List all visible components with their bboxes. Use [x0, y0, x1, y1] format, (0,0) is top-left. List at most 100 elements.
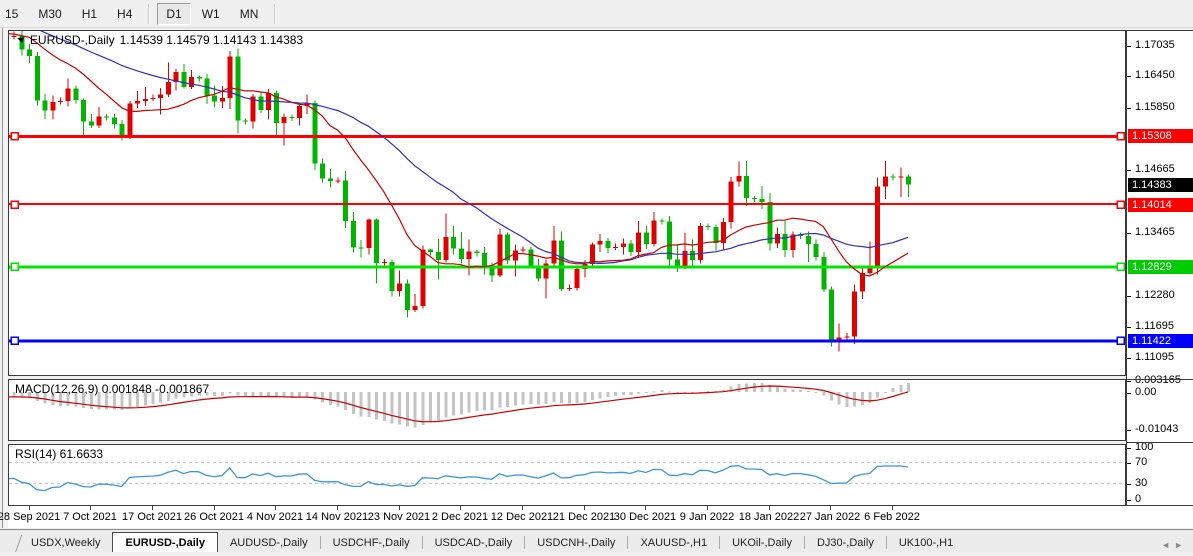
- macd-histogram-bar: [452, 392, 456, 416]
- macd-histogram-bar: [136, 392, 140, 407]
- macd-histogram-bar: [74, 392, 78, 407]
- macd-histogram-bar: [413, 392, 417, 428]
- axis-panel-separator: [1127, 442, 1193, 443]
- date-label: 4 Nov 2021: [246, 511, 304, 523]
- line-handle[interactable]: [10, 336, 19, 346]
- chart-tab-xauusd-h1[interactable]: XAUUSD-,H1: [640, 537, 708, 549]
- macd-histogram-bar: [205, 392, 209, 396]
- date-label: 7 Oct 2021: [63, 511, 117, 523]
- chart-tab-usdcnh-daily[interactable]: USDCNH-,Daily: [537, 537, 616, 549]
- line-handle[interactable]: [1116, 200, 1125, 209]
- chart-tab-usdx-weekly[interactable]: USDX,Weekly: [31, 537, 101, 549]
- tab-separator: [319, 536, 321, 549]
- macd-histogram-bar: [58, 392, 62, 407]
- macd-histogram-bar: [590, 392, 594, 401]
- chart-tab-uk100-h1[interactable]: UK100-,H1: [898, 537, 954, 549]
- price-tick: [1127, 170, 1131, 171]
- macd-axis-label: 0.00: [1135, 386, 1157, 398]
- timeframe-button-d1[interactable]: D1: [157, 2, 191, 25]
- macd-histogram-bar: [220, 392, 224, 396]
- price-axis[interactable]: 1.17035 1.16450 1.15850 1.14665 1.13465 1.122…: [1126, 30, 1193, 507]
- macd-histogram-bar: [20, 392, 24, 398]
- macd-chart[interactable]: [9, 380, 1125, 440]
- price-badge-1.12829: 1.12829: [1128, 260, 1193, 274]
- timeframe-toolbar: 15 M30 H1 H4 D1 W1 MN: [0, 0, 1193, 28]
- rsi-axis-tick: [1127, 448, 1131, 449]
- timeframe-button-mn[interactable]: MN: [239, 6, 259, 21]
- macd-label: MACD(12,26,9) 0.001848 -0.001867: [15, 382, 210, 396]
- price-chart-panel[interactable]: ◄ EURUSD-,Daily 1.14539 1.14579 1.14143 …: [8, 30, 1126, 376]
- macd-histogram-bar: [305, 392, 309, 397]
- tab-separator: [803, 536, 805, 549]
- line-handle[interactable]: [1116, 336, 1125, 346]
- macd-histogram-bar: [529, 392, 533, 405]
- chart-ohlc-values: 1.14539 1.14579 1.14143 1.14383: [119, 33, 304, 47]
- macd-axis-label: -0.01043: [1135, 423, 1179, 435]
- candlestick-chart[interactable]: [9, 31, 1125, 375]
- date-label: 27 Jan 2022: [799, 511, 861, 523]
- macd-histogram-bar: [290, 392, 294, 398]
- timeframe-button-m30[interactable]: M30: [38, 6, 62, 21]
- line-handle[interactable]: [1116, 132, 1125, 141]
- timeframe-button-15[interactable]: 15: [5, 6, 19, 21]
- line-handle[interactable]: [10, 200, 19, 209]
- chart-tab-usdcad-daily[interactable]: USDCAD-,Daily: [434, 537, 513, 549]
- date-axis[interactable]: 28 Sep 2021 7 Oct 2021 17 Oct 2021 26 Oct 2…: [0, 506, 1193, 528]
- macd-histogram-bar: [97, 392, 101, 410]
- macd-histogram-bar: [521, 392, 525, 405]
- date-tick: [584, 506, 585, 510]
- chart-title: ◄ EURUSD-,Daily 1.14539 1.14579 1.14143 …: [14, 33, 304, 47]
- chart-tab-dj30-daily[interactable]: DJ30-,Daily: [816, 537, 874, 549]
- date-label: 21 Dec 2021: [552, 511, 616, 523]
- macd-histogram-bar: [660, 390, 664, 392]
- macd-axis-tick: [1127, 393, 1131, 394]
- chart-tab-bar: USDX,Weekly EURUSD-,Daily AUDUSD-,Daily USD…: [0, 529, 1193, 553]
- chart-tab-eurusd-daily[interactable]: EURUSD-,Daily: [112, 532, 218, 553]
- tab-separator: [885, 536, 887, 549]
- date-label: 18 Jan 2022: [738, 511, 800, 523]
- price-tick-label: 1.16450: [1135, 69, 1175, 81]
- date-label: 17 Oct 2021: [122, 511, 182, 523]
- macd-histogram-bar: [737, 384, 741, 392]
- macd-histogram-bar: [429, 392, 433, 423]
- date-tick: [152, 506, 153, 510]
- horizontal-line-1.12829[interactable]: [9, 265, 1125, 269]
- tab-scroll-right-icon[interactable]: ►: [1174, 540, 1187, 550]
- chart-tab-usdchf-daily[interactable]: USDCHF-,Daily: [332, 537, 410, 549]
- tab-scroll-left-icon[interactable]: ◄: [1161, 540, 1175, 550]
- line-handle[interactable]: [10, 262, 19, 272]
- horizontal-line-1.14014[interactable]: [9, 203, 1125, 205]
- macd-histogram-bar: [899, 384, 903, 392]
- macd-histogram-bar: [143, 392, 147, 406]
- macd-histogram-bar: [367, 392, 371, 418]
- timeframe-button-h1[interactable]: H1: [81, 6, 98, 21]
- horizontal-line-1.11422[interactable]: [9, 339, 1125, 343]
- price-tick-label: 1.14665: [1135, 163, 1175, 175]
- macd-histogram-bar: [112, 392, 116, 410]
- rsi-indicator-panel[interactable]: RSI(14) 61.6633: [8, 444, 1126, 506]
- macd-indicator-panel[interactable]: MACD(12,26,9) 0.001848 -0.001867: [8, 379, 1126, 441]
- line-handle[interactable]: [10, 132, 19, 141]
- macd-histogram-bar: [190, 392, 194, 397]
- panel-splitter-vertical[interactable]: [2, 28, 6, 528]
- date-tick: [29, 506, 30, 510]
- price-tick: [1127, 233, 1131, 234]
- rsi-axis-label: 30: [1135, 477, 1148, 489]
- macd-histogram-bar: [845, 392, 849, 408]
- horizontal-line-1.15308[interactable]: [9, 134, 1125, 138]
- rsi-chart[interactable]: [9, 445, 1125, 505]
- macd-histogram-bar: [513, 392, 517, 406]
- date-tick: [214, 506, 215, 510]
- macd-histogram-bar: [444, 392, 448, 418]
- timeframe-button-w1[interactable]: W1: [201, 6, 220, 21]
- price-tick: [1127, 76, 1131, 77]
- macd-histogram-bar: [351, 392, 355, 414]
- date-tick: [707, 506, 708, 510]
- price-badge-1.14383: 1.14383: [1128, 178, 1193, 192]
- timeframe-button-h4[interactable]: H4: [117, 6, 133, 21]
- chart-tab-ukoil-daily[interactable]: UKOil-,Daily: [732, 537, 792, 549]
- macd-histogram-bar: [783, 388, 787, 392]
- price-tick-label: 1.13465: [1135, 226, 1175, 238]
- line-handle[interactable]: [1116, 262, 1125, 272]
- chart-tab-audusd-daily[interactable]: AUDUSD-,Daily: [229, 537, 308, 549]
